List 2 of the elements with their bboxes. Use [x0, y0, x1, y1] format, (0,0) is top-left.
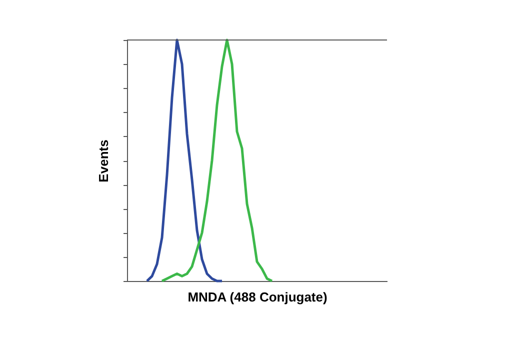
x-axis-title: MNDA (488 Conjugate): [188, 290, 328, 304]
y-axis-title: Events: [96, 140, 111, 182]
